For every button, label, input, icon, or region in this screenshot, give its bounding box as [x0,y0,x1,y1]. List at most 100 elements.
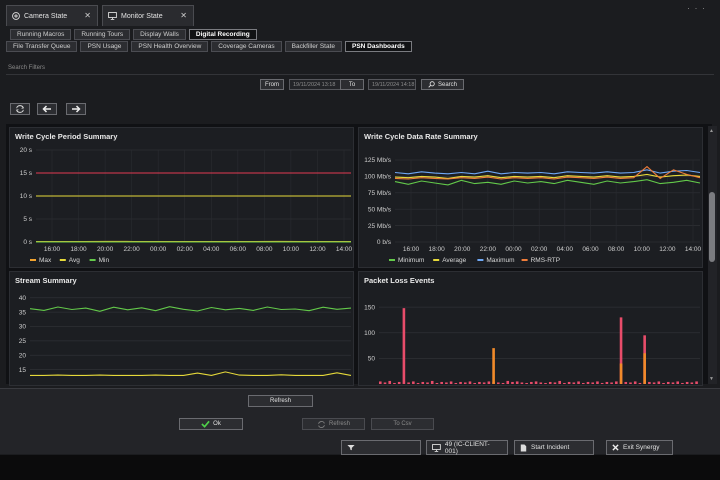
write-cycle-data-rate-chart[interactable]: 0 b/s 25 Mb/s 50 Mb/s 75 Mb/s 100 Mb/s 125 Mb… [359,128,704,269]
write-cycle-period-chart[interactable]: 0 s 5 s 10 s 15 s 20 s 16:00 18:00 20:00 22:00 00… [10,128,355,269]
ok-button-label: Ok [213,421,221,427]
to-button[interactable]: To [340,79,364,90]
y-tick-label: 100 Mb/s [364,174,391,181]
window-tab-camera-state[interactable]: Camera State ✕ [6,5,98,26]
packet-loss-bar [695,381,698,384]
tab-backfiller-state[interactable]: Backfiller State [284,41,342,52]
packet-loss-bar [525,382,528,384]
x-tick-label: 00:00 [505,246,522,253]
filter-dropdown[interactable] [341,440,421,455]
tab-psn-dashboards[interactable]: PSN Dashboards [345,41,412,52]
refresh-disabled-button[interactable]: Refresh [302,418,365,430]
refresh-arrows-icon [15,105,25,113]
packet-loss-bar [586,381,590,384]
y-tick-label: 50 [368,356,376,363]
more-options-icon[interactable]: · · · [687,3,706,13]
search-button-label: Search [437,81,457,88]
reset-zoom-button[interactable] [10,103,30,115]
chart-title: Write Cycle Data Rate Summary [364,132,478,141]
packet-loss-bar [671,382,675,384]
ok-button[interactable]: Ok [179,418,243,430]
chart-title: Packet Loss Events [364,276,435,285]
tab-running-macros[interactable]: Running Macros [10,29,72,40]
packet-loss-bar [412,381,415,384]
series-line-minimum [394,179,701,186]
close-icon[interactable]: ✕ [84,11,91,20]
legend-entry: Max [39,257,52,264]
next-button[interactable] [66,103,86,115]
packet-loss-bar [383,382,387,384]
packet-loss-bar [591,382,595,384]
chart-panel-write-cycle-data-rate: Write Cycle Data Rate Summary 0 b/s 25 Mb… [358,127,703,268]
y-tick-label: 75 Mb/s [368,190,392,197]
tab-coverage-cameras[interactable]: Coverage Cameras [211,41,282,52]
window-tab-label: Camera State [24,12,68,20]
packet-loss-bar [629,382,632,384]
y-tick-label: 10 s [20,193,33,200]
packet-loss-bar [530,381,533,384]
packet-loss-bar [440,381,443,384]
packet-loss-bar [379,381,382,384]
y-tick-label: 25 [19,338,27,345]
packet-loss-bar [596,381,599,384]
filter-icon [347,444,355,451]
exit-label: Exit Synergy [623,444,660,451]
close-icon [612,444,619,451]
to-date-field[interactable]: 19/11/2024 14:18 [368,79,416,90]
start-incident-button[interactable]: Start Incident [514,440,594,455]
packet-loss-bar [615,381,618,384]
exit-synergy-button[interactable]: Exit Synergy [606,440,673,455]
packet-loss-bar [558,380,561,384]
scroll-thumb[interactable] [709,192,715,262]
client-label: 49 (IC-CLIENT-001) [444,440,490,455]
search-icon [428,81,435,88]
packet-loss-bar [681,382,684,384]
refresh-button[interactable]: Refresh [248,395,313,407]
tab-digital-recording[interactable]: Digital Recording [188,29,257,40]
packet-loss-bar [553,382,557,384]
tab-running-tours[interactable]: Running Tours [74,29,131,40]
from-button[interactable]: From [260,79,284,90]
scroll-down-icon[interactable]: ▼ [709,376,714,382]
search-button[interactable]: Search [421,79,464,90]
packet-loss-bar [685,381,689,384]
dashboard-scrollbar[interactable]: ▲ ▼ [708,126,717,384]
packet-loss-bar [690,382,694,384]
window-tab-monitor-state[interactable]: Monitor State ✕ [102,5,194,26]
previous-button[interactable] [37,103,57,115]
packet-loss-bar [435,382,439,384]
search-filters-label: Search Filters [8,65,46,71]
x-tick-label: 10:00 [634,246,651,253]
legend-entry: Maximum [486,257,514,264]
to-csv-button[interactable]: To Csv [371,418,434,430]
client-monitor-button[interactable]: 49 (IC-CLIENT-001) [426,440,508,455]
x-tick-label: 04:00 [203,246,220,253]
packet-loss-bar [563,382,566,384]
packet-loss-bar [657,381,661,384]
packet-loss-bar [478,381,481,384]
y-tick-label: 30 [19,324,27,331]
document-icon [520,443,527,452]
packet-loss-chart[interactable]: 50 100 150 [359,272,704,387]
tab-file-transfer-queue[interactable]: File Transfer Queue [6,41,78,52]
packet-loss-bar [577,381,580,384]
series-line-streams-min [30,371,352,376]
x-tick-label: 22:00 [480,246,497,253]
packet-loss-bar [600,382,604,384]
tab-psn-usage[interactable]: PSN Usage [80,41,129,52]
refresh2-label: Refresh [328,421,350,427]
stream-summary-chart[interactable]: 15 20 25 30 35 40 [10,272,355,387]
y-tick-label: 125 Mb/s [364,157,391,164]
x-tick-label: 18:00 [428,246,445,253]
tab-display-walls[interactable]: Display Walls [133,29,186,40]
packet-loss-bar [572,382,576,384]
packet-loss-bar [676,381,679,384]
scroll-up-icon[interactable]: ▲ [709,128,714,134]
start-incident-label: Start Incident [531,444,570,451]
close-icon[interactable]: ✕ [180,11,187,20]
x-tick-label: 08:00 [256,246,273,253]
packet-loss-bar [416,382,420,384]
y-tick-label: 0 s [23,239,32,246]
legend-entry: Avg [69,257,80,264]
tab-psn-health-overview[interactable]: PSN Health Overview [131,41,209,52]
